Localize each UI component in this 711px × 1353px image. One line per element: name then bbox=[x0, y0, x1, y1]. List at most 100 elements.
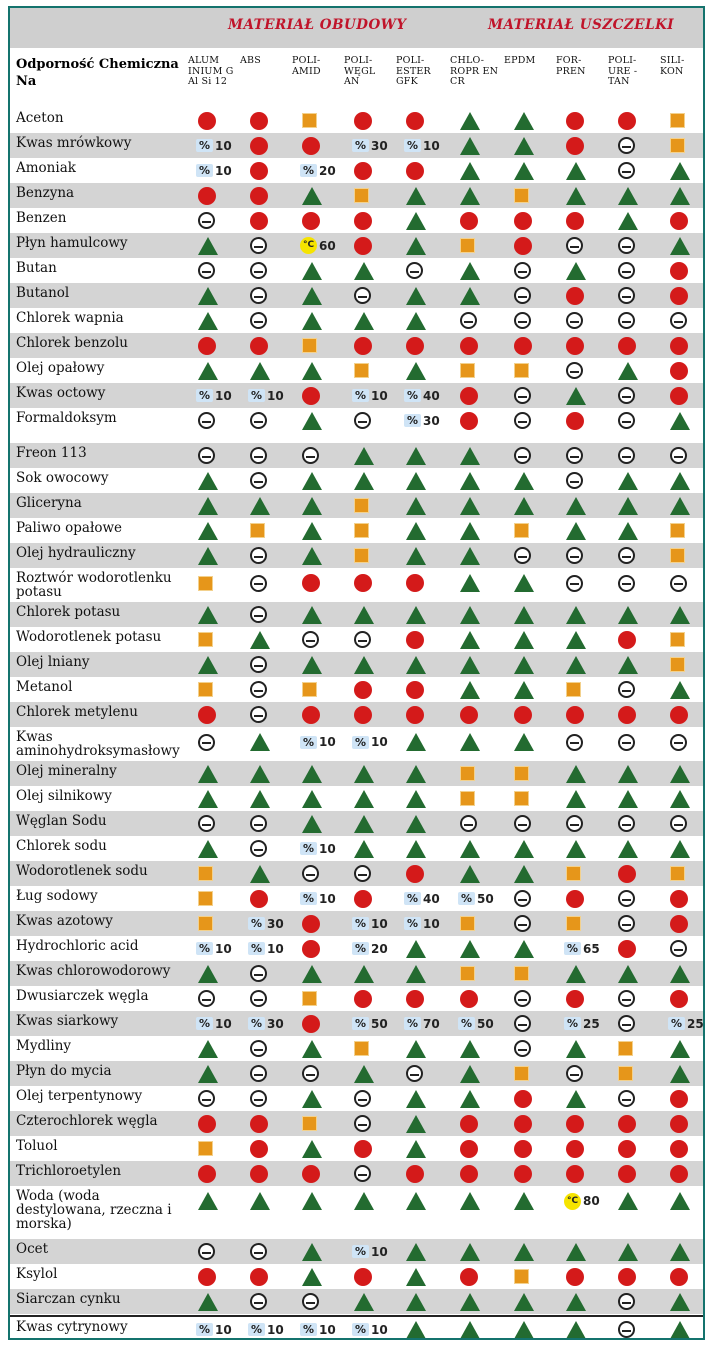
resistant-triangle-icon bbox=[460, 108, 480, 133]
not-resistant-circle-icon bbox=[618, 1111, 636, 1136]
resistant-triangle-icon bbox=[514, 936, 534, 961]
resistant-triangle-icon bbox=[406, 836, 426, 861]
no-data-minus-icon bbox=[514, 308, 531, 333]
resistant-triangle-icon bbox=[354, 1186, 374, 1216]
not-resistant-circle-icon bbox=[566, 702, 584, 727]
not-resistant-circle-icon bbox=[514, 1136, 532, 1161]
not-resistant-circle-icon bbox=[460, 208, 478, 233]
chemical-name: Olej lniany bbox=[16, 654, 90, 670]
no-data-minus-icon bbox=[566, 308, 583, 333]
chemical-name: Trichloroetylen bbox=[16, 1163, 122, 1179]
concentration-value: % 10 bbox=[352, 911, 388, 936]
not-resistant-circle-icon bbox=[566, 283, 584, 308]
not-resistant-circle-icon bbox=[618, 1136, 636, 1161]
limited-resistance-square-icon bbox=[198, 911, 213, 936]
no-data-minus-icon bbox=[670, 727, 687, 757]
no-data-minus-icon bbox=[460, 308, 477, 333]
resistant-triangle-icon bbox=[670, 961, 690, 986]
resistant-triangle-icon bbox=[618, 1186, 638, 1216]
table-row: Trichloroetylen bbox=[10, 1161, 703, 1186]
resistant-triangle-icon bbox=[460, 652, 480, 677]
no-data-minus-icon bbox=[354, 1161, 371, 1186]
limited-resistance-square-icon bbox=[460, 358, 475, 383]
chemical-name: Chlorek wapnia bbox=[16, 310, 124, 326]
concentration-value: % 10 bbox=[352, 383, 388, 408]
table-row: Kwas octowy % 10 % 10 % 10 % 40 bbox=[10, 383, 703, 408]
resistant-triangle-icon bbox=[566, 786, 586, 811]
not-resistant-circle-icon bbox=[302, 208, 320, 233]
not-resistant-circle-icon bbox=[618, 702, 636, 727]
not-resistant-circle-icon bbox=[670, 283, 688, 308]
resistant-triangle-icon bbox=[566, 1086, 586, 1111]
not-resistant-circle-icon bbox=[406, 986, 424, 1011]
concentration-value: % 10 bbox=[248, 1317, 284, 1338]
not-resistant-circle-icon bbox=[302, 1161, 320, 1186]
not-resistant-circle-icon bbox=[198, 1111, 216, 1136]
resistant-triangle-icon bbox=[354, 468, 374, 493]
resistant-triangle-icon bbox=[406, 208, 426, 233]
resistant-triangle-icon bbox=[302, 308, 322, 333]
chemical-column-heading: Odporność Chemiczna Na bbox=[16, 57, 179, 89]
no-data-minus-icon bbox=[250, 568, 267, 598]
not-resistant-circle-icon bbox=[670, 1161, 688, 1186]
resistant-triangle-icon bbox=[198, 493, 218, 518]
not-resistant-circle-icon bbox=[670, 333, 688, 358]
no-data-minus-icon bbox=[566, 543, 583, 568]
resistant-triangle-icon bbox=[406, 936, 426, 961]
concentration-value: % 40 bbox=[404, 383, 440, 408]
limited-resistance-square-icon bbox=[198, 886, 213, 911]
not-resistant-circle-icon bbox=[302, 911, 320, 936]
no-data-minus-icon bbox=[566, 1061, 583, 1086]
no-data-minus-icon bbox=[618, 886, 635, 911]
column-header: CHLO- ROPR EN CR bbox=[450, 55, 499, 87]
not-resistant-circle-icon bbox=[354, 702, 372, 727]
no-data-minus-icon bbox=[618, 1086, 635, 1111]
no-data-minus-icon bbox=[618, 1011, 635, 1036]
chemical-name: Węglan Sodu bbox=[16, 813, 107, 829]
not-resistant-circle-icon bbox=[354, 108, 372, 133]
not-resistant-circle-icon bbox=[460, 383, 478, 408]
chemical-name: Olej silnikowy bbox=[16, 788, 112, 804]
no-data-minus-icon bbox=[250, 1239, 267, 1264]
limited-resistance-square-icon bbox=[670, 133, 685, 158]
no-data-minus-icon bbox=[250, 468, 267, 493]
column-header: POLI- AMID bbox=[292, 55, 321, 77]
chemical-name: Benzen bbox=[16, 210, 67, 226]
no-data-minus-icon bbox=[566, 443, 583, 468]
table-row: Gliceryna bbox=[10, 493, 703, 518]
table-row: Olej silnikowy bbox=[10, 786, 703, 811]
table-row: Ocet % 10 bbox=[10, 1239, 703, 1264]
not-resistant-circle-icon bbox=[670, 1086, 688, 1111]
no-data-minus-icon bbox=[618, 158, 635, 183]
chemical-name: Aceton bbox=[16, 110, 64, 126]
no-data-minus-icon bbox=[618, 408, 635, 433]
resistant-triangle-icon bbox=[566, 602, 586, 627]
housing-material-heading: MATERIAŁ OBUDOWY bbox=[228, 17, 407, 33]
resistant-triangle-icon bbox=[670, 677, 690, 702]
resistant-triangle-icon bbox=[354, 811, 374, 836]
not-resistant-circle-icon bbox=[198, 702, 216, 727]
concentration-value: % 40 bbox=[404, 886, 440, 911]
resistant-triangle-icon bbox=[302, 183, 322, 208]
not-resistant-circle-icon bbox=[406, 333, 424, 358]
resistant-triangle-icon bbox=[406, 786, 426, 811]
not-resistant-circle-icon bbox=[618, 108, 636, 133]
not-resistant-circle-icon bbox=[250, 1161, 268, 1186]
not-resistant-circle-icon bbox=[618, 936, 636, 961]
concentration-value: % 50 bbox=[458, 886, 494, 911]
resistant-triangle-icon bbox=[566, 518, 586, 543]
resistant-triangle-icon bbox=[406, 1186, 426, 1216]
not-resistant-circle-icon bbox=[354, 568, 372, 598]
concentration-value: % 10 bbox=[196, 1317, 232, 1338]
chemical-name: Siarczan cynku bbox=[16, 1291, 121, 1307]
no-data-minus-icon bbox=[198, 208, 215, 233]
no-data-minus-icon bbox=[514, 283, 531, 308]
table-row: Aceton bbox=[10, 108, 703, 133]
concentration-value: % 25 bbox=[668, 1011, 703, 1036]
resistant-triangle-icon bbox=[514, 133, 534, 158]
resistant-triangle-icon bbox=[406, 233, 426, 258]
chemical-name: Woda (woda destylowana, rzeczna i morska… bbox=[16, 1188, 172, 1232]
not-resistant-circle-icon bbox=[354, 677, 372, 702]
not-resistant-circle-icon bbox=[354, 233, 372, 258]
concentration-value: % 10 bbox=[196, 158, 232, 183]
